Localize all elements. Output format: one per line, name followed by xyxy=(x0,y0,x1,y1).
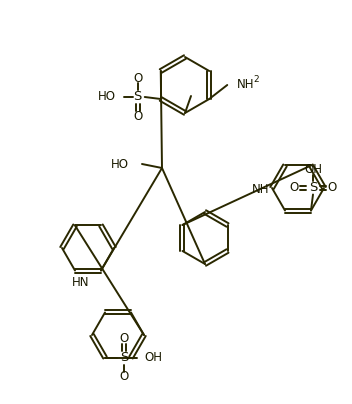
Text: O: O xyxy=(133,109,142,122)
Text: O: O xyxy=(119,370,128,383)
Text: HO: HO xyxy=(98,90,116,103)
Text: S: S xyxy=(309,181,317,194)
Text: O: O xyxy=(119,332,128,345)
Text: OH: OH xyxy=(304,163,322,176)
Text: NH: NH xyxy=(237,78,255,90)
Text: OH: OH xyxy=(144,351,162,364)
Text: O: O xyxy=(289,181,298,194)
Text: O: O xyxy=(327,181,337,194)
Text: S: S xyxy=(120,351,128,364)
Text: HN: HN xyxy=(72,276,89,289)
Text: HO: HO xyxy=(111,158,129,170)
Text: O: O xyxy=(133,72,142,84)
Text: NH: NH xyxy=(252,183,269,196)
Text: 2: 2 xyxy=(253,76,259,84)
Text: S: S xyxy=(133,90,142,103)
